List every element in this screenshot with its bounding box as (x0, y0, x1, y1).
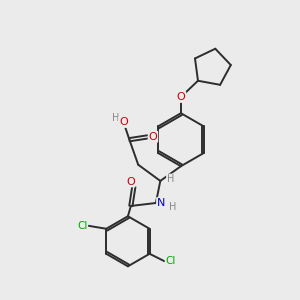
Text: H: H (169, 202, 177, 212)
Text: N: N (157, 198, 165, 208)
Text: O: O (176, 92, 185, 102)
Text: Cl: Cl (77, 221, 87, 231)
Text: O: O (119, 117, 128, 127)
Text: H: H (112, 113, 120, 124)
Text: O: O (126, 176, 135, 187)
Text: Cl: Cl (166, 256, 176, 266)
Text: O: O (148, 132, 157, 142)
Text: H: H (167, 174, 174, 184)
